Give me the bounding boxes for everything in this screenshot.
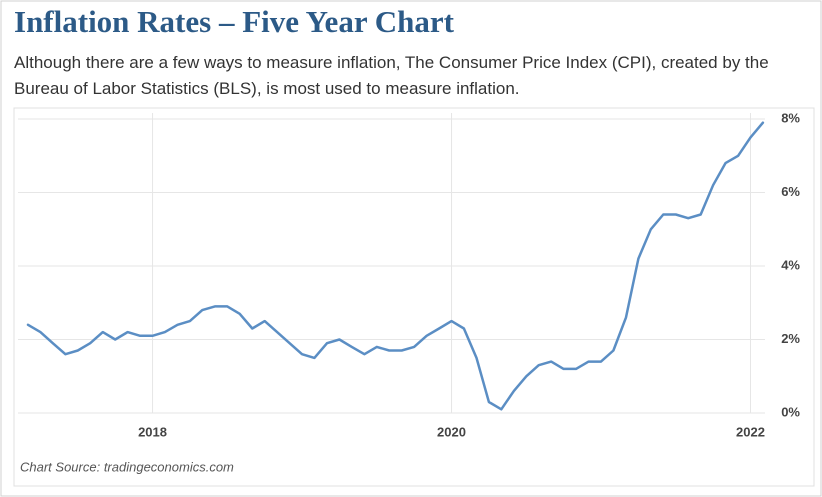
x-tick-label: 2018 <box>138 424 167 439</box>
y-tick-label: 2% <box>781 331 800 346</box>
x-tick-label: 2020 <box>437 424 466 439</box>
data-line <box>26 121 765 411</box>
y-tick-label: 8% <box>781 110 800 125</box>
y-tick-label: 6% <box>781 184 800 199</box>
chart-source: Chart Source: tradingeconomics.com <box>20 459 234 474</box>
chart-title: Inflation Rates – Five Year Chart <box>14 4 454 39</box>
chart-subtitle: Although there are a few ways to measure… <box>14 53 769 98</box>
x-tick-label: 2022 <box>736 424 765 439</box>
y-tick-label: 4% <box>781 257 800 272</box>
y-tick-label: 0% <box>781 404 800 419</box>
chart-frame <box>13 107 815 487</box>
